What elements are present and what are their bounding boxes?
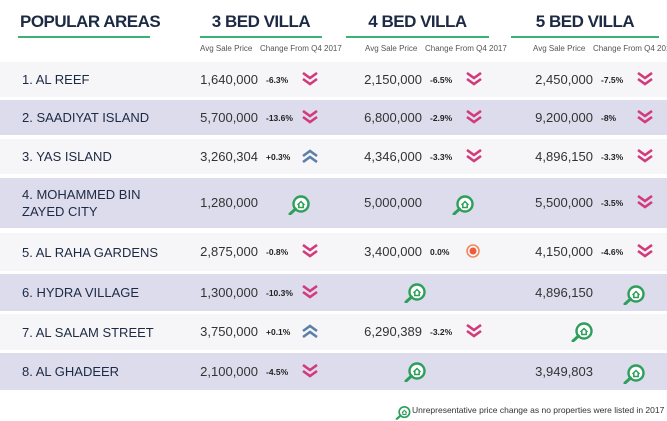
- change: 0.0%: [430, 247, 450, 257]
- trend-icon: [288, 195, 310, 220]
- trend-icon: [637, 243, 653, 263]
- change: -4.5%: [266, 366, 289, 377]
- price: 6,800,000: [364, 109, 422, 125]
- trend-icon: [404, 361, 426, 387]
- row-band: [0, 178, 667, 228]
- area-name: 5. AL RAHA GARDENS: [22, 244, 159, 260]
- trend-icon: [302, 284, 318, 304]
- price: 5,000,000: [364, 195, 422, 210]
- price: 1,280,000: [200, 195, 258, 210]
- title: POPULAR AREAS: [20, 12, 161, 31]
- price: 4,346,000: [364, 148, 422, 164]
- change-label: Change From Q4 2017: [260, 44, 342, 53]
- trend-icon: [571, 322, 593, 347]
- change: -3.5%: [601, 198, 624, 208]
- column-title: 3 BED VILLA: [211, 12, 311, 31]
- price: 4,896,150: [535, 148, 593, 164]
- price: 6,290,389: [364, 324, 422, 339]
- change: +0.1%: [266, 327, 291, 337]
- price-label: Avg Sale Price: [200, 44, 253, 53]
- trend-icon: [404, 282, 426, 308]
- area-name: 2. SAADIYAT ISLAND: [22, 110, 150, 125]
- column-rule: [346, 36, 489, 38]
- row-band: [0, 314, 667, 350]
- area-name: 3. YAS ISLAND: [22, 149, 112, 164]
- area-name: 8. AL GHADEER: [22, 364, 120, 379]
- trend-icon: [637, 194, 653, 214]
- row-band: [0, 100, 667, 135]
- trend-icon: [302, 324, 318, 343]
- column-title: 5 BED VILLA: [535, 12, 635, 31]
- column-title: 4 BED VILLA: [368, 12, 467, 31]
- trend-icon: [466, 109, 482, 129]
- price: 3,400,000: [364, 244, 422, 259]
- row-band: [0, 353, 667, 390]
- trend-icon: [466, 323, 482, 343]
- change: -3.2%: [430, 327, 453, 337]
- change: -3.3%: [601, 151, 624, 162]
- area-name: 4. MOHAMMED BIN ZAYED CITY: [22, 187, 141, 219]
- change: -2.9%: [430, 112, 453, 123]
- change: -0.8%: [266, 247, 289, 257]
- change: -6.3%: [266, 74, 289, 85]
- price: 4,896,150: [535, 284, 593, 300]
- trend-icon: [466, 148, 482, 168]
- area-name: 1. AL REEF: [22, 72, 90, 87]
- footnote-icon: [395, 405, 411, 421]
- price: 3,260,304: [200, 148, 258, 164]
- area-name: 6. HYDRA VILLAGE: [22, 285, 140, 300]
- price: 1,300,000: [200, 284, 258, 300]
- trend-icon: [302, 71, 318, 91]
- column-rule: [511, 36, 659, 38]
- row-band: [0, 233, 667, 271]
- price: 2,875,000: [200, 244, 258, 259]
- trend-icon: [302, 109, 318, 129]
- title-rule: [18, 36, 150, 38]
- trend-icon: [637, 148, 653, 168]
- row-band: [0, 274, 667, 311]
- change: -6.5%: [430, 74, 453, 85]
- change: -10.3%: [266, 287, 293, 298]
- trend-icon: [302, 148, 318, 168]
- change-label: Change From Q4 2017: [593, 44, 667, 53]
- trend-icon: [623, 363, 645, 389]
- price: 2,450,000: [535, 71, 593, 87]
- footnote: Unrepresentative price change as no prop…: [412, 405, 665, 415]
- change: -8%: [601, 112, 617, 123]
- price: 9,200,000: [535, 109, 593, 125]
- trend-icon: [637, 71, 653, 91]
- price: 2,150,000: [364, 71, 422, 87]
- price: 4,150,000: [535, 244, 593, 259]
- row-band: [0, 139, 667, 174]
- change: -7.5%: [601, 74, 624, 85]
- price: 2,100,000: [200, 363, 258, 379]
- change: -13.6%: [266, 112, 293, 123]
- price: 5,700,000: [200, 109, 258, 125]
- price: 3,750,000: [200, 324, 258, 339]
- price: 5,500,000: [535, 195, 593, 210]
- trend-icon: [466, 71, 482, 91]
- change: -3.3%: [430, 151, 453, 162]
- change: +0.3%: [266, 151, 291, 162]
- price: 3,949,803: [535, 363, 593, 379]
- change-label: Change From Q4 2017: [425, 44, 507, 53]
- price-label: Avg Sale Price: [533, 44, 586, 53]
- price-label: Avg Sale Price: [365, 44, 418, 53]
- price: 1,640,000: [200, 71, 258, 87]
- trend-icon: [302, 243, 318, 263]
- trend-icon: [466, 244, 480, 263]
- change: -4.6%: [601, 247, 624, 257]
- row-band: [0, 62, 667, 97]
- trend-icon: [637, 109, 653, 129]
- trend-icon: [623, 284, 645, 310]
- trend-icon: [452, 195, 474, 220]
- column-rule: [200, 36, 322, 38]
- area-name: 7. AL SALAM STREET: [22, 324, 154, 340]
- trend-icon: [302, 363, 318, 383]
